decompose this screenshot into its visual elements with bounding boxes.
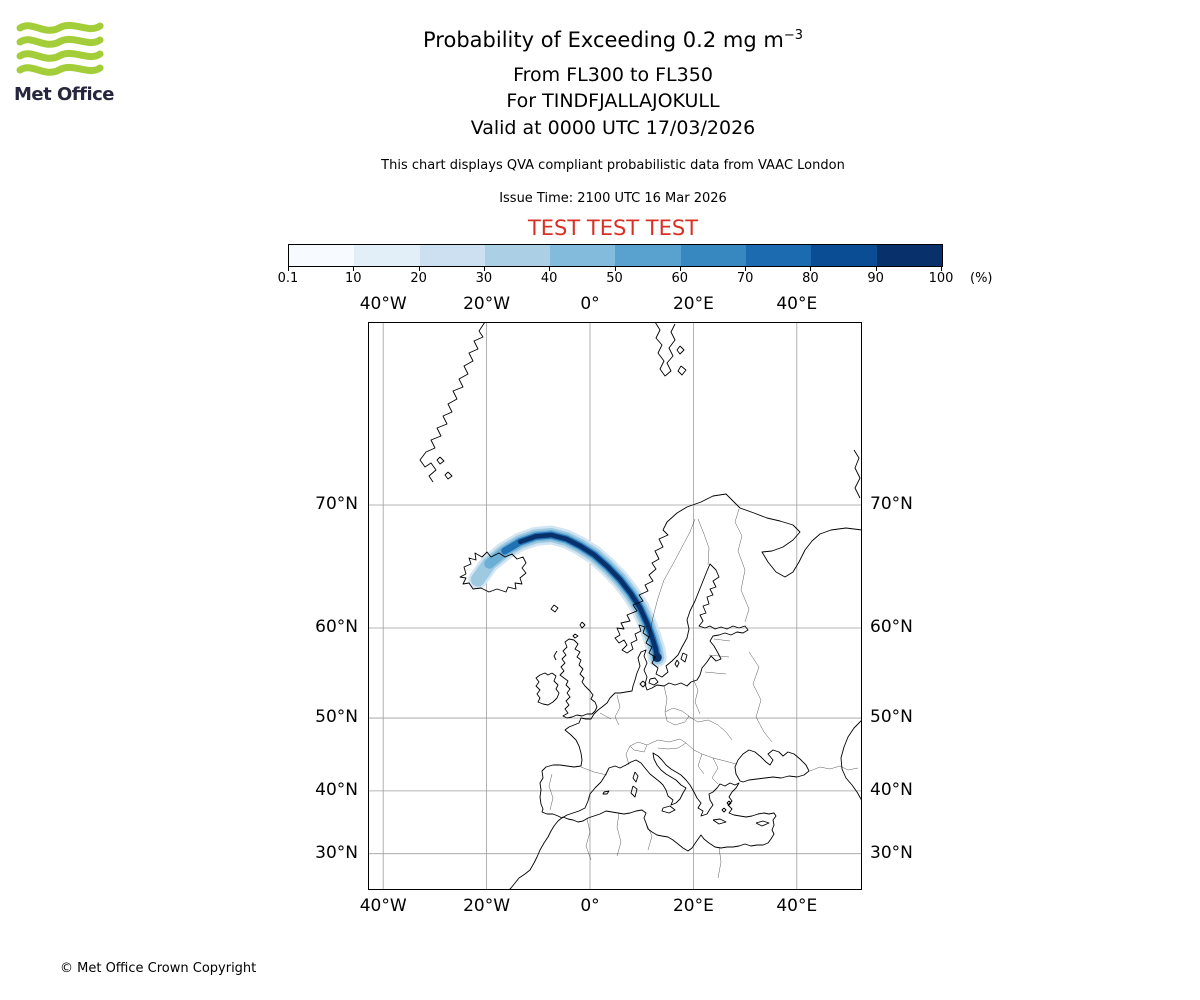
lon-tick-bottom: 40°W bbox=[359, 896, 407, 916]
lon-tick-top: 20°E bbox=[672, 294, 714, 314]
lat-tick-right: 50°N bbox=[870, 707, 913, 728]
colorbar-tick bbox=[353, 266, 355, 271]
grid-lines bbox=[368, 322, 862, 890]
colorbar bbox=[288, 244, 943, 267]
colorbar-tick-label: 10 bbox=[345, 271, 362, 286]
colorbar-segment bbox=[680, 245, 747, 266]
colorbar-tick-label: 40 bbox=[540, 271, 558, 286]
flight-levels-subtitle: From FL300 to FL350 bbox=[513, 64, 713, 86]
copyright-notice: © Met Office Crown Copyright bbox=[60, 961, 257, 976]
ash-plume bbox=[468, 525, 667, 667]
colorbar-segment bbox=[550, 245, 616, 266]
met-office-logo: Met Office bbox=[14, 20, 124, 105]
lat-tick-left: 60°N bbox=[315, 617, 358, 638]
colorbar-tick-label: 90 bbox=[867, 271, 884, 286]
colorbar-tick bbox=[288, 266, 289, 271]
colorbar-tick bbox=[418, 266, 420, 271]
lon-tick-bottom: 0° bbox=[580, 896, 600, 916]
ash-plume-terminus bbox=[652, 653, 662, 663]
lat-tick-left: 70°N bbox=[315, 493, 358, 514]
ash-plume-layer bbox=[517, 532, 660, 660]
colorbar-tick bbox=[875, 266, 877, 271]
lon-tick-top: 40°W bbox=[359, 294, 407, 314]
lon-tick-top: 40°E bbox=[776, 294, 818, 314]
lat-tick-right: 30°N bbox=[870, 842, 913, 863]
colorbar-unit: (%) bbox=[970, 271, 993, 286]
issue-time: Issue Time: 2100 UTC 16 Mar 2026 bbox=[499, 191, 727, 206]
coastlines bbox=[419, 322, 862, 890]
lat-tick-right: 70°N bbox=[870, 493, 913, 514]
colorbar-tick bbox=[483, 266, 485, 271]
lat-tick-right: 60°N bbox=[870, 617, 913, 638]
colorbar-segment bbox=[289, 245, 355, 266]
test-banner: TEST TEST TEST bbox=[527, 216, 699, 240]
colorbar-tick-label: 20 bbox=[410, 271, 427, 286]
lon-tick-top: 0° bbox=[580, 294, 600, 314]
colorbar-segment bbox=[419, 245, 485, 266]
colorbar-tick bbox=[941, 266, 942, 271]
colorbar-tick bbox=[810, 266, 812, 271]
logo-text: Met Office bbox=[14, 84, 115, 105]
colorbar-segment bbox=[484, 245, 551, 266]
page-title: Probability of Exceeding 0.2 mg m−3 bbox=[423, 28, 803, 52]
lat-tick-left: 30°N bbox=[315, 842, 358, 863]
colorbar-tick-label: 30 bbox=[475, 271, 493, 286]
colorbar-segment bbox=[876, 245, 942, 266]
chart-description: This chart displays QVA compliant probab… bbox=[381, 158, 845, 173]
logo-waves-icon bbox=[16, 21, 104, 76]
colorbar-segment bbox=[354, 245, 420, 266]
colorbar-segment bbox=[615, 245, 681, 266]
colorbar-tick-label: 0.1 bbox=[277, 271, 299, 286]
colorbar-tick-label: 60 bbox=[671, 271, 689, 286]
colorbar-tick-label: 70 bbox=[736, 271, 754, 286]
map-frame bbox=[368, 322, 862, 890]
volcano-subtitle: For TINDFJALLAJOKULL bbox=[506, 90, 720, 112]
title-exponent: −3 bbox=[783, 28, 803, 43]
colorbar-tick bbox=[745, 266, 747, 271]
lat-tick-left: 40°N bbox=[315, 779, 358, 800]
colorbar-tick-label: 100 bbox=[928, 271, 954, 286]
country-borders bbox=[548, 508, 859, 879]
lat-tick-left: 50°N bbox=[315, 707, 358, 728]
valid-time-subtitle: Valid at 0000 UTC 17/03/2026 bbox=[470, 117, 756, 139]
colorbar-tick-label: 50 bbox=[606, 271, 623, 286]
colorbar-tick bbox=[614, 266, 616, 271]
colorbar-tick bbox=[679, 266, 681, 271]
lon-tick-bottom: 20°E bbox=[672, 896, 714, 916]
lat-tick-right: 40°N bbox=[870, 779, 913, 800]
lon-tick-top: 20°W bbox=[463, 294, 511, 314]
lon-tick-bottom: 40°E bbox=[776, 896, 818, 916]
colorbar-segment bbox=[811, 245, 877, 266]
colorbar-segment bbox=[746, 245, 812, 266]
lon-tick-bottom: 20°W bbox=[463, 896, 511, 916]
colorbar-tick bbox=[549, 266, 551, 271]
map-canvas bbox=[368, 322, 862, 890]
colorbar-tick-label: 80 bbox=[802, 271, 819, 286]
